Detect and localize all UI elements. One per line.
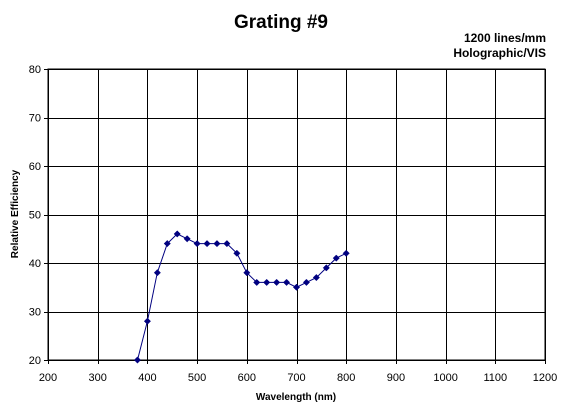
series-line <box>137 233 347 361</box>
data-point-marker <box>133 356 142 364</box>
x-tick-label: 300 <box>89 372 107 384</box>
x-tick-label: 400 <box>138 372 156 384</box>
data-point-marker <box>183 235 191 243</box>
y-tick-label: 70 <box>29 113 41 125</box>
y-tick-label: 80 <box>29 64 41 76</box>
data-point-marker <box>233 249 241 257</box>
data-point-marker <box>332 254 340 262</box>
data-point-marker <box>273 278 281 286</box>
x-tick-label: 700 <box>287 372 305 384</box>
chart-title: Grating #9 <box>234 12 328 33</box>
y-tick-label: 30 <box>29 307 41 319</box>
data-point-marker <box>173 230 181 238</box>
data-point-marker <box>302 278 310 286</box>
data-point-marker <box>163 240 171 248</box>
data-point-marker <box>223 240 231 248</box>
data-point-marker <box>292 283 301 291</box>
data-point-marker <box>263 278 271 286</box>
x-tick-label: 1100 <box>483 372 507 384</box>
data-point-marker <box>312 273 320 282</box>
y-tick-label: 40 <box>29 258 41 270</box>
data-point-marker <box>213 240 221 248</box>
data-point-marker <box>283 278 291 286</box>
x-axis-title: Wavelength (nm) <box>256 392 336 403</box>
data-point-marker <box>322 264 330 272</box>
data-point-marker <box>253 278 261 286</box>
data-point-marker <box>203 240 211 248</box>
x-tick-label: 600 <box>238 372 256 384</box>
x-tick-label: 500 <box>188 372 206 384</box>
x-tick-label: 800 <box>337 372 355 384</box>
x-tick-label: 1000 <box>433 372 457 384</box>
y-tick-label: 20 <box>29 355 41 367</box>
tick-labels: 200 300 400 500 600 700 800 900 1000 1100 1200 20 30… <box>29 64 557 384</box>
plot-area <box>48 69 545 360</box>
data-point-marker <box>342 249 350 257</box>
data-point-marker <box>193 240 201 248</box>
y-axis-title: Relative Efficiency <box>10 169 21 258</box>
data-point-marker <box>243 269 251 277</box>
y-tick-label: 50 <box>29 210 41 222</box>
data-point-marker <box>153 269 161 277</box>
data-point-marker <box>143 317 151 325</box>
x-tick-label: 200 <box>39 372 57 384</box>
y-tick-label: 60 <box>29 161 41 173</box>
data-series <box>133 230 350 364</box>
x-tick-label: 1200 <box>533 372 557 384</box>
plot-border <box>47 68 546 361</box>
chart-subtitle-line-1: 1200 lines/mm <box>464 31 546 45</box>
x-tick-label: 900 <box>387 372 405 384</box>
chart-subtitle-line-2: Holographic/VIS <box>453 46 546 60</box>
